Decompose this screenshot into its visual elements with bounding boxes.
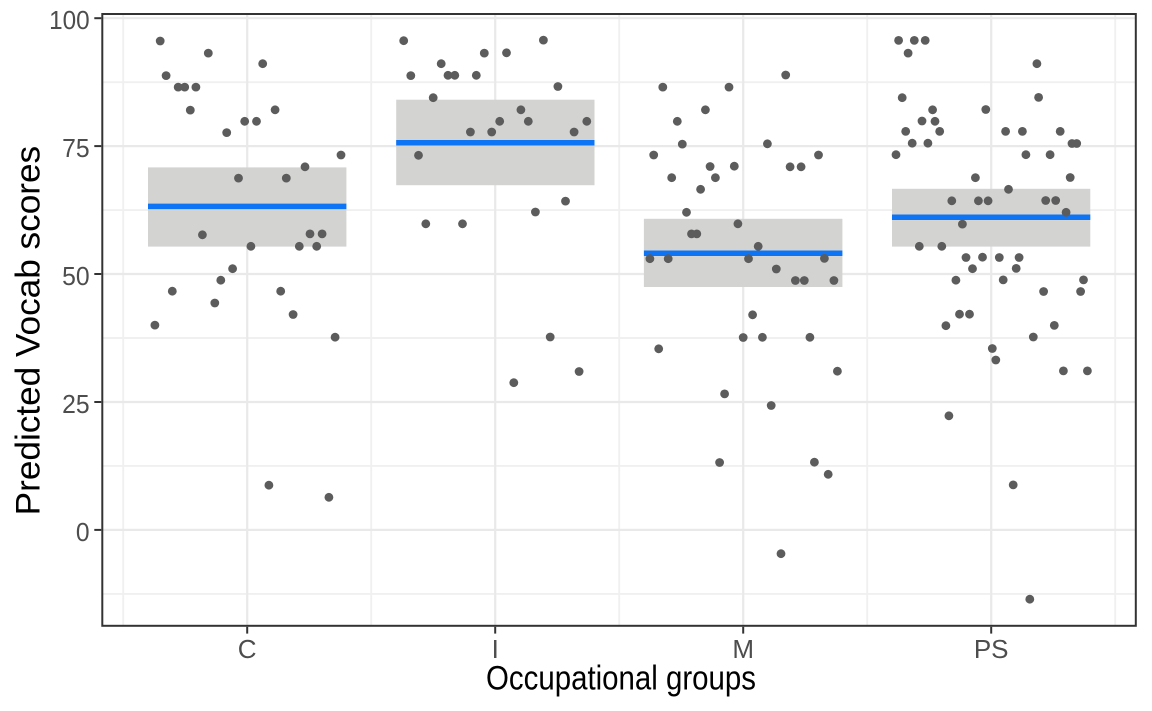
svg-text:0: 0 [76,517,90,547]
svg-text:PS: PS [974,634,1009,664]
svg-text:Predicted Vocab scores: Predicted Vocab scores [9,146,47,516]
svg-text:C: C [238,634,257,664]
svg-text:75: 75 [62,133,90,163]
svg-text:Occupational groups: Occupational groups [486,660,756,698]
svg-text:100: 100 [49,5,90,35]
svg-text:I: I [492,634,499,664]
svg-text:M: M [732,634,754,664]
svg-text:25: 25 [62,389,90,419]
svg-text:50: 50 [62,261,90,291]
